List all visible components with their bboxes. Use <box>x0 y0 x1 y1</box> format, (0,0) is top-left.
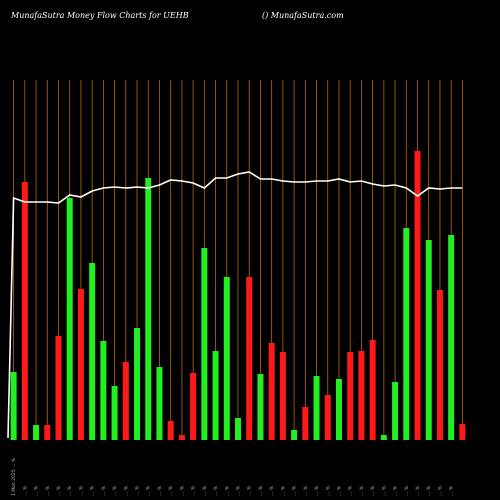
money-flow-bar <box>167 421 174 440</box>
money-flow-bar <box>358 351 365 440</box>
money-flow-bar <box>212 351 219 440</box>
money-flow-bar <box>201 248 208 440</box>
x-tick-label: … % <box>437 485 443 496</box>
x-tick-label: … % <box>280 485 286 496</box>
money-flow-bar <box>21 182 28 440</box>
money-flow-bar <box>347 352 354 440</box>
money-flow-bar <box>436 290 443 440</box>
money-flow-bar <box>335 379 342 440</box>
x-tick-label: … % <box>56 485 62 496</box>
x-tick-label: … % <box>179 485 185 496</box>
x-tick-label: … % <box>303 485 309 496</box>
money-flow-bar <box>156 367 163 440</box>
x-tick-label: … % <box>123 485 129 496</box>
x-tick-label: … % <box>247 485 253 496</box>
x-tick-label: … % <box>157 485 163 496</box>
money-flow-bar <box>414 151 421 440</box>
x-tick-label: … % <box>336 485 342 496</box>
money-flow-bar <box>134 328 141 440</box>
x-tick-label: … % <box>101 485 107 496</box>
money-flow-bar <box>380 435 387 440</box>
chart-title: MunafaSutra Money Flow Charts for UEHB <box>11 11 189 20</box>
x-tick-label: … % <box>224 485 230 496</box>
money-flow-bar <box>77 289 84 440</box>
money-flow-bar <box>223 277 230 440</box>
x-tick-label: … % <box>404 485 410 496</box>
x-tick-label: … % <box>112 485 118 496</box>
x-tick-label: … % <box>348 485 354 496</box>
x-tick-label: … % <box>415 485 421 496</box>
money-flow-bar <box>122 362 129 440</box>
x-tick-label: … % <box>359 485 365 496</box>
x-tick-label: … % <box>191 485 197 496</box>
x-tick-label: … % <box>314 485 320 496</box>
x-tick-label: … % <box>146 485 152 496</box>
x-tick-label: … % <box>269 485 275 496</box>
money-flow-bar <box>89 263 96 440</box>
money-flow-bar <box>448 235 455 440</box>
money-flow-bar <box>100 341 107 440</box>
money-flow-bar <box>392 382 399 440</box>
x-tick-label: … % <box>78 485 84 496</box>
money-flow-bar <box>369 340 376 440</box>
money-flow-bar <box>268 343 275 440</box>
site-credit: () MunafaSutra.com <box>262 11 344 20</box>
money-flow-bar <box>313 376 320 440</box>
x-tick-label: 1 Mon 2025 … % <box>11 457 17 496</box>
money-flow-bar <box>66 198 73 440</box>
x-tick-label: … % <box>393 485 399 496</box>
x-tick-label: … % <box>90 485 96 496</box>
x-tick-label: … % <box>202 485 208 496</box>
money-flow-bar <box>178 435 185 440</box>
x-tick-label: … % <box>292 485 298 496</box>
x-tick-label: … % <box>213 485 219 496</box>
money-flow-bar <box>33 425 40 440</box>
money-flow-bar <box>459 424 466 440</box>
x-tick-label: … % <box>449 485 455 496</box>
x-tick-label: … % <box>381 485 387 496</box>
money-flow-bar <box>55 336 62 440</box>
x-tick-label: … % <box>67 485 73 496</box>
x-tick-label: … % <box>370 485 376 496</box>
x-tick-label: … % <box>168 485 174 496</box>
money-flow-bar <box>246 277 253 440</box>
money-flow-bar <box>111 386 118 440</box>
money-flow-bar <box>235 418 241 440</box>
money-flow-bar <box>44 425 51 440</box>
money-flow-bar <box>279 352 286 440</box>
x-tick-label: … % <box>22 485 28 496</box>
price-line <box>7 171 463 439</box>
money-flow-bar <box>190 373 197 440</box>
x-tick-label: … % <box>45 485 51 496</box>
money-flow-bar <box>324 395 331 440</box>
x-tick-label: … % <box>426 485 432 496</box>
money-flow-bar <box>291 430 298 440</box>
money-flow-bar <box>10 372 17 440</box>
x-tick-label: … % <box>135 485 141 496</box>
money-flow-bar <box>403 228 410 440</box>
x-tick-label: … % <box>258 485 264 496</box>
money-flow-bar <box>425 240 432 440</box>
money-flow-bar <box>145 178 152 440</box>
x-tick-label: … % <box>325 485 331 496</box>
money-flow-bar <box>302 407 309 440</box>
x-tick-label: … % <box>34 485 40 496</box>
x-tick-label: … % <box>236 485 242 496</box>
money-flow-bar <box>257 374 264 440</box>
